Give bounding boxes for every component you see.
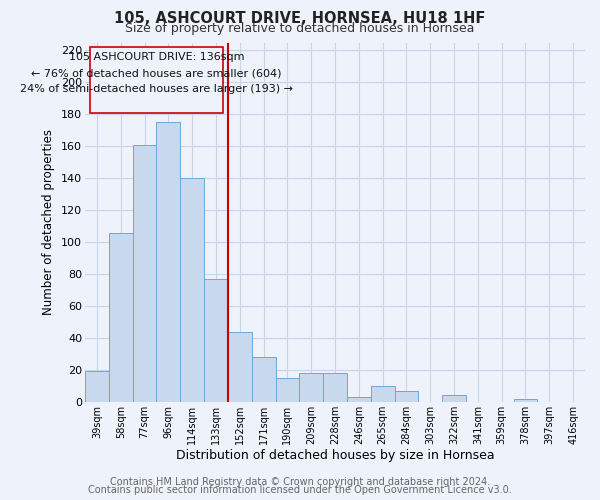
Bar <box>275 378 299 402</box>
Text: 105, ASHCOURT DRIVE, HORNSEA, HU18 1HF: 105, ASHCOURT DRIVE, HORNSEA, HU18 1HF <box>115 11 485 26</box>
Bar <box>109 232 133 402</box>
Bar <box>299 373 323 402</box>
Bar <box>395 390 418 402</box>
Bar <box>204 279 228 402</box>
Y-axis label: Number of detached properties: Number of detached properties <box>43 129 55 315</box>
Bar <box>371 386 395 402</box>
Text: Contains public sector information licensed under the Open Government Licence v3: Contains public sector information licen… <box>88 485 512 495</box>
Bar <box>442 396 466 402</box>
Text: 24% of semi-detached houses are larger (193) →: 24% of semi-detached houses are larger (… <box>20 84 293 94</box>
Bar <box>180 178 204 402</box>
Text: Size of property relative to detached houses in Hornsea: Size of property relative to detached ho… <box>125 22 475 35</box>
Text: ← 76% of detached houses are smaller (604): ← 76% of detached houses are smaller (60… <box>31 68 282 78</box>
X-axis label: Distribution of detached houses by size in Hornsea: Distribution of detached houses by size … <box>176 450 494 462</box>
Text: 105 ASHCOURT DRIVE: 136sqm: 105 ASHCOURT DRIVE: 136sqm <box>69 52 244 62</box>
Text: Contains HM Land Registry data © Crown copyright and database right 2024.: Contains HM Land Registry data © Crown c… <box>110 477 490 487</box>
Bar <box>347 397 371 402</box>
Bar <box>323 373 347 402</box>
Bar <box>90 48 223 113</box>
Bar <box>157 122 180 402</box>
Bar <box>85 372 109 402</box>
Bar <box>514 398 538 402</box>
Bar <box>252 357 275 402</box>
Bar <box>228 332 252 402</box>
Bar <box>133 144 157 402</box>
